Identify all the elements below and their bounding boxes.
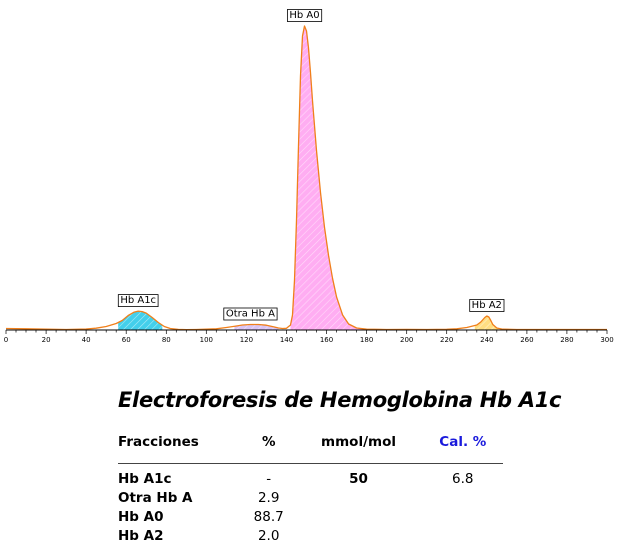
x-tick-label: 280 [560,336,573,344]
table-row: Hb A2 2.0 [118,527,503,546]
fraction-mmol [294,489,422,508]
report-title: Electroforesis de Hemoglobina Hb A1c [118,388,562,412]
fraction-cal: 6.8 [452,471,474,487]
fraction-name: Hb A2 [118,528,164,544]
peak-hatch-0 [118,311,163,330]
x-tick-label: 60 [122,336,131,344]
table-row: Otra Hb A 2.9 [118,489,503,508]
peak-label-box [469,299,505,312]
series-line [5,25,607,331]
peak-label-text: Hb A0 [289,10,319,21]
fraction-percent: - [266,471,272,487]
fraction-percent: 2.0 [257,528,280,544]
fraction-name: Otra Hb A [118,490,193,506]
peak-label-3: Hb A2 [469,299,505,312]
fraction-mmol [294,527,422,546]
x-tick-label: 0 [4,336,8,344]
x-tick-label: 220 [440,336,453,344]
fraction-mmol: 50 [349,471,368,487]
fraction-name: Hb A0 [118,509,164,525]
x-tick-label: 80 [162,336,171,344]
fraction-cal [423,527,503,546]
fraction-percent: 2.9 [257,490,280,506]
x-tick-label: 300 [600,336,613,344]
peak-hatch-2 [290,26,367,330]
peak-label-box [286,9,323,22]
table-row: Hb A0 88.7 [118,508,503,527]
results-table: Fracciones % mmol/mol Cal. % Hb A1c - 50… [118,432,503,546]
peak-label-box [223,307,278,321]
peak-label-text: Otra Hb A [226,309,275,320]
x-tick-label: 200 [400,336,413,344]
x-tick-label: 180 [360,336,373,344]
header-fracciones: Fracciones [118,432,243,464]
peak-label-2: Hb A0 [286,9,323,22]
header-cal: Cal. % [422,432,503,464]
x-tick-label: 140 [280,336,293,344]
x-tick-label: 240 [480,336,493,344]
x-tick-label: 100 [200,336,213,344]
fraction-percent: 88.7 [253,509,284,525]
x-tick-label: 260 [520,336,533,344]
electropherogram-chart: 0 20 40 60 80 100 120 140 160 180 200 220 240 260 280 3… [4,9,614,344]
fraction-name: Hb A1c [118,471,172,487]
x-tick-label: 20 [42,336,51,344]
peak-label-box [117,294,159,308]
table-row: Hb A1c - 50 6.8 [118,464,503,490]
fraction-cal [423,489,503,508]
peak-label-text: Hb A1c [120,295,156,306]
peak-label-1: Otra Hb A [223,307,278,321]
x-tick-label: 160 [320,336,333,344]
header-percent: % [243,432,295,464]
x-tick-label: 40 [82,336,91,344]
fraction-cal [423,508,503,527]
peak-label-0: Hb A1c [117,294,159,308]
peak-label-text: Hb A2 [472,300,502,311]
fraction-mmol [294,508,422,527]
x-tick-label: 120 [240,336,253,344]
results-header-row: Fracciones % mmol/mol Cal. % [118,432,503,464]
peak-hatch-3 [474,316,499,330]
header-mmol: mmol/mol [294,432,423,464]
